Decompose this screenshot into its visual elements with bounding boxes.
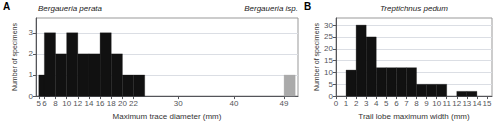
svg-text:20: 20 <box>324 44 333 53</box>
svg-text:4: 4 <box>374 99 379 108</box>
svg-text:10: 10 <box>432 99 441 108</box>
svg-text:12: 12 <box>452 99 461 108</box>
svg-text:10: 10 <box>324 68 333 77</box>
svg-text:0: 0 <box>334 99 339 108</box>
svg-text:16: 16 <box>96 99 105 108</box>
svg-text:14: 14 <box>85 99 94 108</box>
svg-text:B: B <box>304 1 311 12</box>
svg-text:Trail lobe maximum width (mm): Trail lobe maximum width (mm) <box>358 112 470 121</box>
svg-text:7: 7 <box>404 99 409 108</box>
svg-text:49: 49 <box>280 99 289 108</box>
svg-text:25: 25 <box>324 32 333 41</box>
svg-text:Number of specimens: Number of specimens <box>313 23 321 92</box>
svg-text:6: 6 <box>42 99 47 108</box>
svg-text:Bergaueria perata: Bergaueria perata <box>38 4 103 13</box>
svg-text:11: 11 <box>443 99 452 108</box>
svg-text:30: 30 <box>174 99 183 108</box>
svg-text:0: 0 <box>328 91 333 101</box>
svg-text:18: 18 <box>107 99 116 108</box>
svg-text:1: 1 <box>344 99 349 108</box>
svg-text:3: 3 <box>29 28 34 37</box>
svg-text:15: 15 <box>483 99 492 108</box>
svg-text:15: 15 <box>324 56 333 65</box>
svg-text:8: 8 <box>414 99 419 108</box>
svg-text:30: 30 <box>324 21 333 30</box>
svg-text:5: 5 <box>329 80 334 89</box>
svg-text:Maximum trace diameter (mm): Maximum trace diameter (mm) <box>113 112 222 121</box>
svg-text:Number of specimens: Number of specimens <box>11 23 19 92</box>
svg-text:20: 20 <box>118 99 127 108</box>
svg-text:1: 1 <box>29 70 34 79</box>
svg-text:8: 8 <box>53 99 58 108</box>
svg-text:2: 2 <box>354 99 359 108</box>
svg-text:2: 2 <box>29 49 34 58</box>
svg-text:Treptichnus pedum: Treptichnus pedum <box>380 4 448 13</box>
svg-text:6: 6 <box>394 99 399 108</box>
svg-text:3: 3 <box>364 99 369 108</box>
svg-text:40: 40 <box>229 99 238 108</box>
svg-text:0: 0 <box>29 92 34 101</box>
svg-text:Bergaueria isp.: Bergaueria isp. <box>244 4 298 13</box>
svg-text:5: 5 <box>384 99 389 108</box>
svg-text:12: 12 <box>73 99 82 108</box>
svg-text:13: 13 <box>462 99 471 108</box>
svg-text:14: 14 <box>472 99 481 108</box>
svg-text:9: 9 <box>424 99 429 108</box>
svg-text:5: 5 <box>37 99 42 108</box>
svg-text:A: A <box>3 1 10 12</box>
svg-text:22: 22 <box>129 99 138 108</box>
svg-text:10: 10 <box>62 99 71 108</box>
